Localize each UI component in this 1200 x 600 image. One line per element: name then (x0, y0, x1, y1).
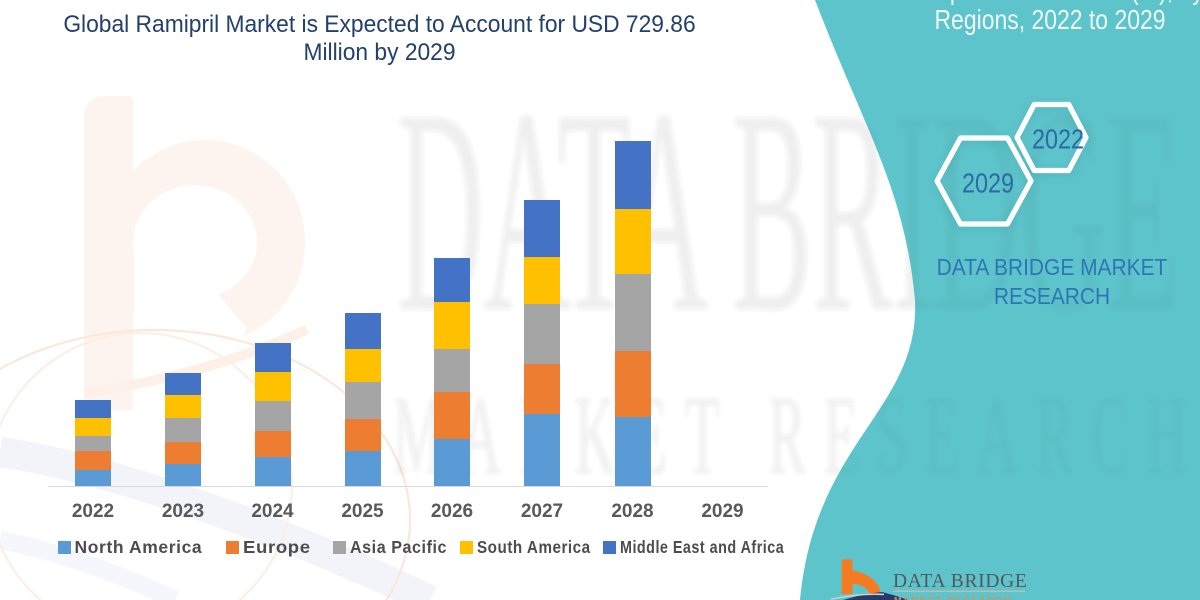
svg-text:2029: 2029 (962, 168, 1014, 199)
svg-text:DATA BRIDGE: DATA BRIDGE (893, 571, 1028, 592)
svg-text:2022: 2022 (1032, 124, 1084, 155)
svg-text:MARKET RESEARCH: MARKET RESEARCH (894, 596, 1013, 600)
